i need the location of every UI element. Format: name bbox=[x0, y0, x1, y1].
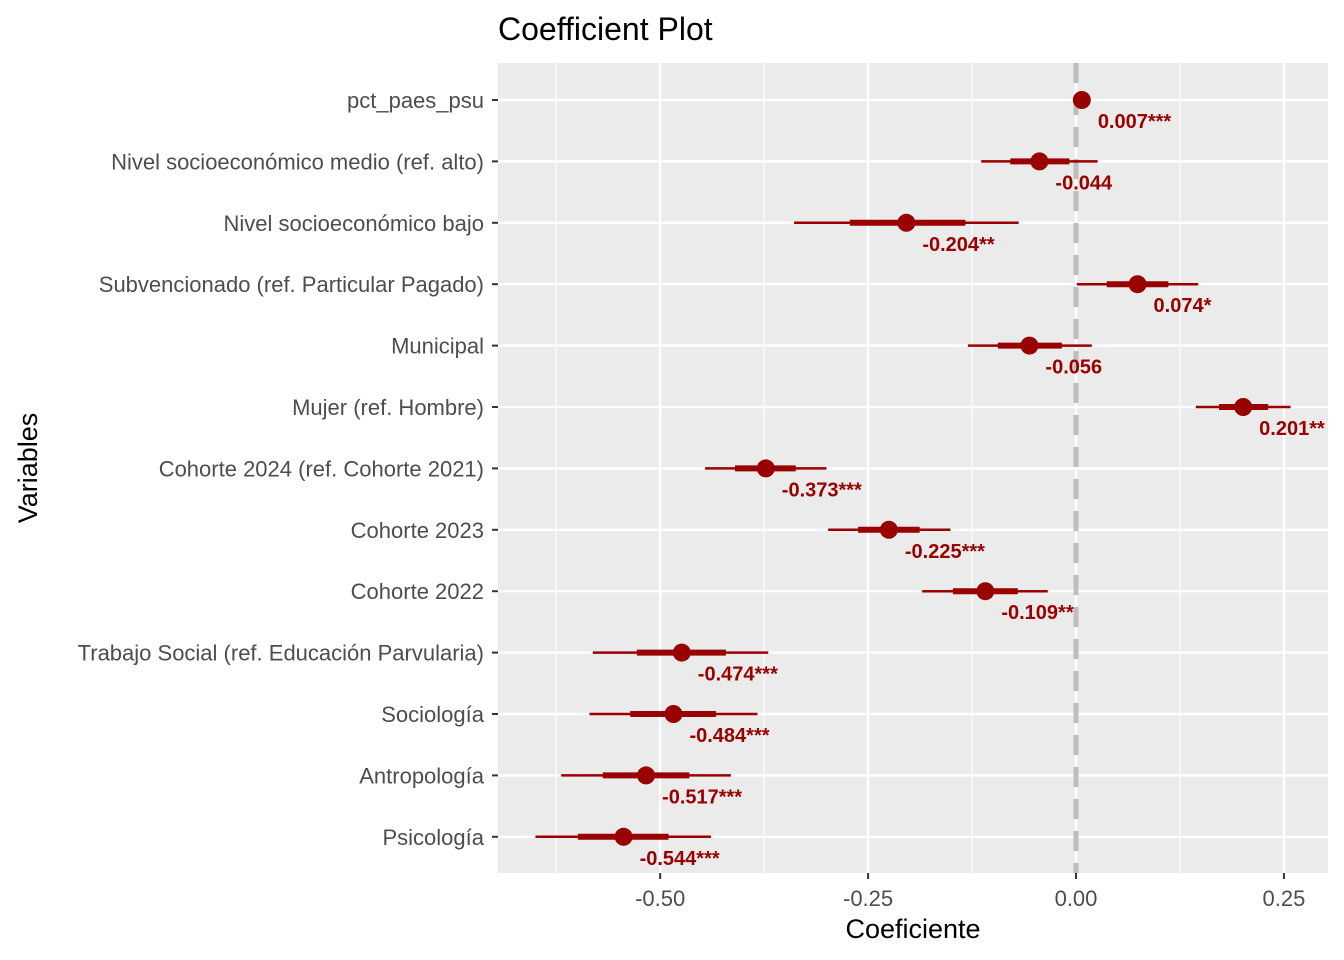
estimate-point bbox=[637, 766, 656, 785]
estimate-label: -0.517*** bbox=[662, 786, 742, 808]
estimate-point bbox=[672, 643, 691, 662]
y-axis-title: Variables bbox=[13, 413, 43, 524]
estimate-point bbox=[976, 582, 995, 601]
estimate-label: -0.204** bbox=[922, 234, 994, 256]
estimate-label: 0.007*** bbox=[1098, 111, 1172, 133]
estimate-label: -0.056 bbox=[1045, 357, 1102, 379]
estimate-point bbox=[756, 459, 775, 478]
x-tick-label: -0.50 bbox=[635, 886, 685, 911]
y-tick-label: Subvencionado (ref. Particular Pagado) bbox=[99, 272, 484, 297]
estimate-point bbox=[1234, 398, 1253, 416]
estimate-label: 0.074* bbox=[1154, 295, 1212, 317]
y-tick-label: Nivel socioeconómico medio (ref. alto) bbox=[111, 149, 484, 174]
y-tick-label: Sociología bbox=[381, 702, 485, 727]
y-tick-label: Cohorte 2022 bbox=[351, 579, 484, 604]
x-tick-label: 0.00 bbox=[1055, 886, 1098, 911]
y-tick-label: Cohorte 2024 (ref. Cohorte 2021) bbox=[159, 456, 484, 481]
y-tick-label: Nivel socioeconómico bajo bbox=[224, 211, 484, 236]
chart-title: Coefficient Plot bbox=[498, 11, 713, 47]
estimate-point bbox=[879, 520, 898, 539]
estimate-point bbox=[897, 213, 916, 232]
estimate-label: -0.109** bbox=[1001, 602, 1073, 624]
estimate-point bbox=[1030, 152, 1049, 171]
y-tick-label: pct_paes_psu bbox=[347, 88, 484, 113]
y-tick-label: Antropología bbox=[359, 763, 485, 788]
y-tick-label: Cohorte 2023 bbox=[351, 518, 484, 543]
y-tick-label: Mujer (ref. Hombre) bbox=[292, 395, 484, 420]
estimate-point bbox=[1072, 91, 1091, 109]
x-tick-label: 0.25 bbox=[1263, 886, 1306, 911]
estimate-label: -0.484*** bbox=[689, 725, 769, 747]
y-tick-label: Psicología bbox=[382, 825, 484, 850]
y-tick-label: Trabajo Social (ref. Educación Parvulari… bbox=[78, 641, 484, 666]
y-tick-label: Municipal bbox=[391, 334, 484, 359]
estimate-point bbox=[614, 827, 633, 846]
estimate-point bbox=[1020, 336, 1039, 355]
estimate-label: -0.225*** bbox=[905, 541, 985, 563]
estimate-label: 0.201** bbox=[1259, 418, 1325, 440]
estimate-point bbox=[1128, 275, 1147, 294]
estimate-label: -0.044 bbox=[1055, 172, 1113, 194]
estimate-label: -0.373*** bbox=[782, 479, 862, 501]
x-axis-title: Coeficiente bbox=[845, 914, 980, 944]
estimate-point bbox=[664, 705, 683, 723]
x-tick-label: -0.25 bbox=[843, 886, 893, 911]
estimate-label: -0.474*** bbox=[698, 664, 778, 686]
estimate-label: -0.544*** bbox=[640, 848, 720, 870]
